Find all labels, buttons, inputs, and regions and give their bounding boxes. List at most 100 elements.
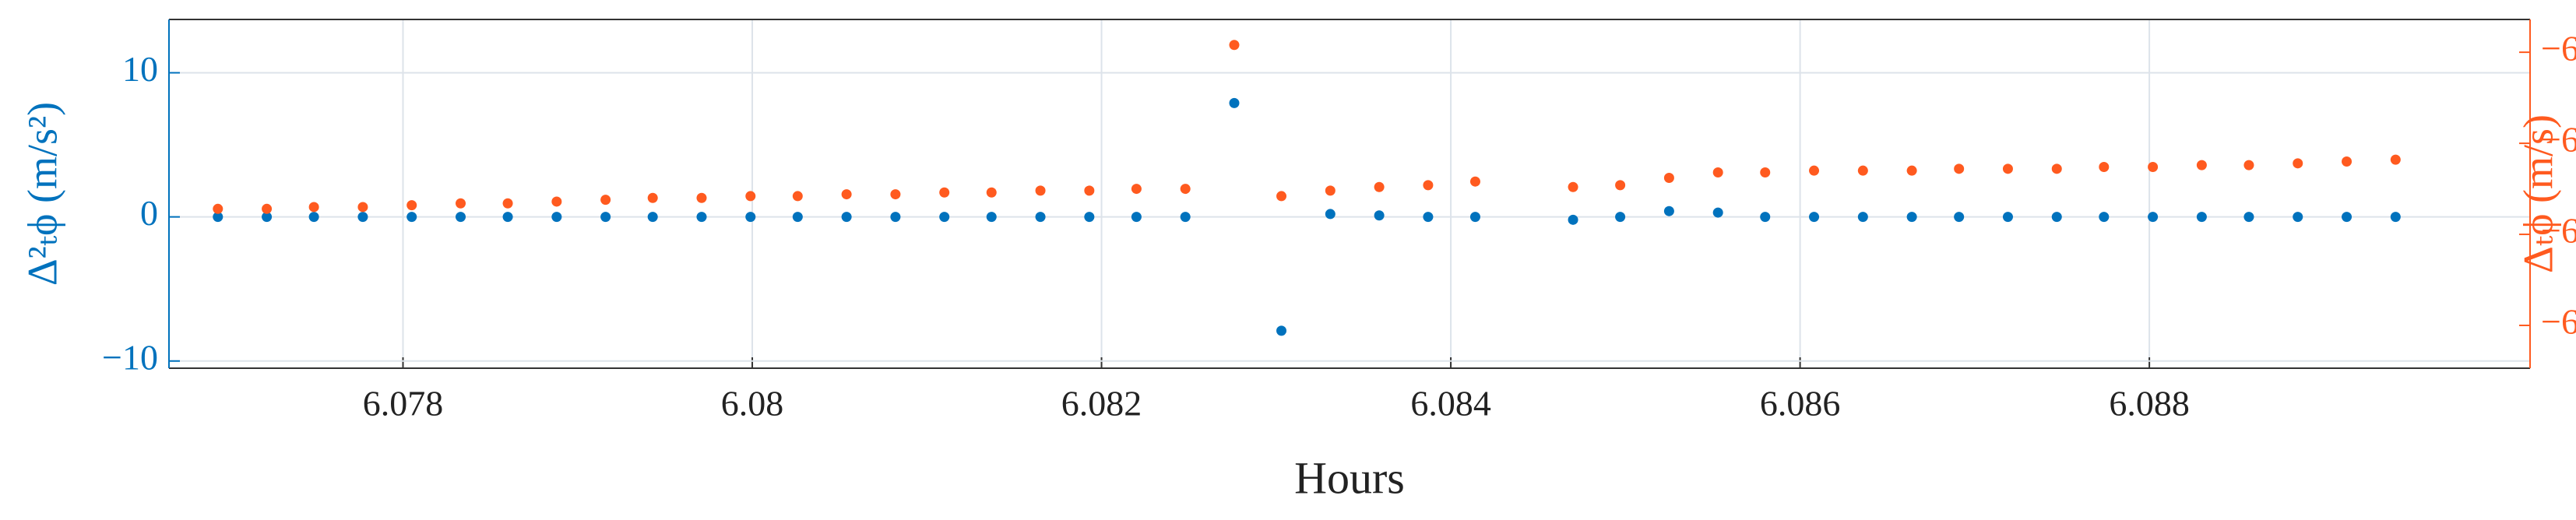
data-point <box>1084 185 1095 196</box>
data-point <box>2342 212 2353 223</box>
data-point <box>792 191 803 202</box>
data-point <box>2196 160 2207 170</box>
y2-axis-label: Δₜϕ (m/s) <box>2514 114 2561 273</box>
data-point <box>1325 185 1336 196</box>
data-point <box>406 200 417 211</box>
data-point <box>1615 212 1626 223</box>
data-point <box>262 203 273 214</box>
data-point <box>600 195 611 206</box>
data-point <box>1663 173 1674 184</box>
data-point <box>2243 160 2254 170</box>
data-point <box>986 187 997 198</box>
data-point <box>357 212 368 223</box>
data-point <box>647 192 658 203</box>
data-point <box>841 212 852 223</box>
data-point <box>308 202 319 213</box>
data-point <box>1423 180 1434 191</box>
data-point <box>1857 165 1868 176</box>
data-point <box>939 187 950 198</box>
y-axis-label: Δ²ₜϕ (m/s²) <box>19 102 65 286</box>
data-point <box>600 212 611 223</box>
data-point <box>2002 163 2013 174</box>
y-tick-label: 0 <box>140 193 158 233</box>
data-point <box>647 212 658 223</box>
y-tick-label: −10 <box>102 337 158 377</box>
data-point <box>1035 212 1046 223</box>
data-point <box>1229 40 1240 51</box>
data-point <box>502 212 513 223</box>
data-point <box>1374 181 1385 192</box>
data-point <box>792 212 803 223</box>
data-point <box>2342 156 2353 167</box>
data-point <box>1325 209 1336 220</box>
data-point <box>2196 212 2207 223</box>
data-point <box>841 189 852 200</box>
data-point <box>308 212 319 223</box>
x-tick-label: 6.08 <box>721 384 784 423</box>
x-tick-label: 6.088 <box>2109 384 2190 423</box>
data-point <box>2148 161 2159 172</box>
y2-tick-label: −655 <box>2541 29 2576 69</box>
data-point <box>890 189 901 200</box>
data-point <box>1712 167 1723 178</box>
data-point <box>1276 191 1287 202</box>
data-point <box>1615 180 1626 191</box>
data-point <box>1374 210 1385 221</box>
data-point <box>406 212 417 223</box>
data-point <box>696 192 707 203</box>
data-point <box>2293 212 2303 223</box>
data-point <box>1568 214 1578 225</box>
x-axis-label: Hours <box>1294 452 1405 503</box>
data-point <box>1809 165 1820 176</box>
data-point <box>456 212 466 223</box>
data-point <box>986 212 997 223</box>
data-point <box>1229 97 1240 108</box>
data-point <box>1906 165 1917 176</box>
data-point <box>262 212 273 223</box>
data-point <box>1954 163 1965 174</box>
x-tick-label: 6.084 <box>1410 384 1491 423</box>
data-point <box>745 191 756 202</box>
data-point <box>1035 185 1046 196</box>
data-point <box>1809 212 1820 223</box>
data-point <box>1180 212 1191 223</box>
data-point <box>1760 212 1771 223</box>
y2-tick-label: −660 <box>2541 120 2576 160</box>
data-point <box>1469 212 1480 223</box>
x-tick-label: 6.078 <box>363 384 444 423</box>
x-tick-label: 6.086 <box>1760 384 1841 423</box>
data-point <box>456 198 466 209</box>
data-point <box>357 202 368 213</box>
y-tick-label: 10 <box>122 49 158 89</box>
data-point <box>1906 212 1917 223</box>
data-point <box>939 212 950 223</box>
data-point <box>2243 212 2254 223</box>
data-point <box>2051 163 2062 174</box>
data-point <box>1760 167 1771 178</box>
data-point <box>2051 212 2062 223</box>
data-point <box>1469 176 1480 187</box>
data-point <box>1954 212 1965 223</box>
data-point <box>213 203 223 214</box>
y2-tick-label: −670 <box>2541 302 2576 342</box>
data-point <box>1663 206 1674 216</box>
data-point <box>213 212 223 223</box>
data-point <box>696 212 707 223</box>
data-point <box>745 212 756 223</box>
data-point <box>1131 184 1142 195</box>
data-point <box>890 212 901 223</box>
data-point <box>1276 325 1287 336</box>
data-point <box>502 198 513 209</box>
data-point <box>1180 184 1191 195</box>
data-point <box>1084 212 1095 223</box>
data-point <box>1568 181 1578 192</box>
data-point <box>2099 212 2110 223</box>
data-point <box>2002 212 2013 223</box>
data-point <box>2390 154 2401 165</box>
data-point <box>1712 207 1723 218</box>
y2-tick-label: −665 <box>2541 211 2576 251</box>
data-point <box>2293 158 2303 169</box>
data-point <box>1857 212 1868 223</box>
data-point <box>1131 212 1142 223</box>
